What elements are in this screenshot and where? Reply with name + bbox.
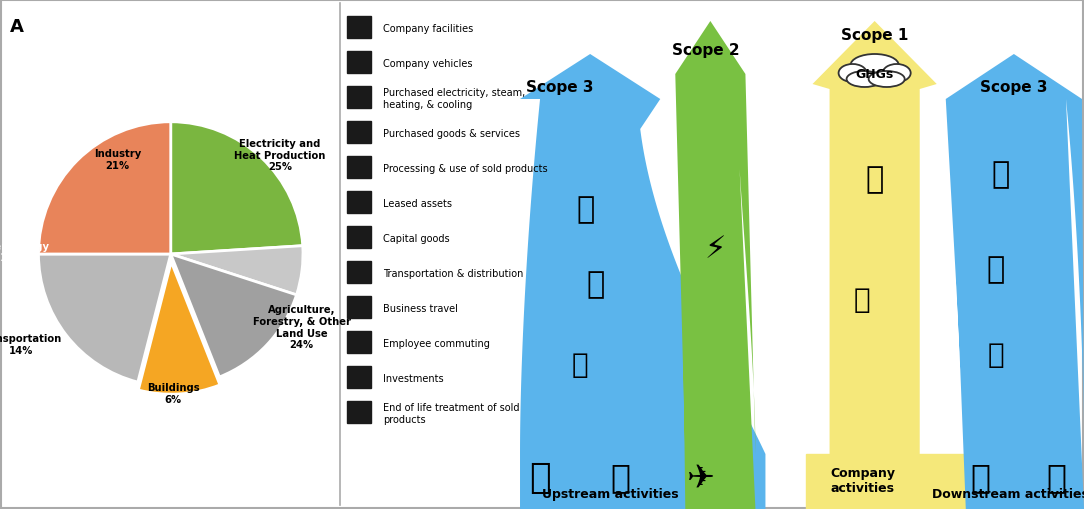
- Text: Other Energy
10%: Other Energy 10%: [0, 241, 49, 263]
- Text: 🚗: 🚗: [610, 461, 630, 494]
- Bar: [347, 191, 371, 214]
- Text: Company vehicles: Company vehicles: [383, 59, 473, 69]
- Text: Transportation
14%: Transportation 14%: [0, 333, 62, 355]
- Text: GHGs: GHGs: [855, 67, 894, 80]
- Text: 🏭: 🏭: [865, 165, 883, 194]
- Bar: [347, 331, 371, 353]
- Text: 🌾: 🌾: [576, 195, 594, 224]
- Wedge shape: [170, 254, 297, 377]
- Text: Investments: Investments: [383, 373, 443, 383]
- Wedge shape: [38, 123, 171, 254]
- Bar: [347, 227, 371, 248]
- Wedge shape: [170, 246, 304, 295]
- Wedge shape: [38, 254, 170, 382]
- Text: 🚛: 🚛: [586, 270, 604, 299]
- Text: Agriculture,
Forestry, & Other
Land Use
24%: Agriculture, Forestry, & Other Land Use …: [253, 305, 351, 350]
- Text: Purchased goods & services: Purchased goods & services: [383, 129, 520, 139]
- Text: 🚢: 🚢: [986, 255, 1005, 284]
- Text: ✈: ✈: [686, 461, 714, 494]
- Bar: [805, 454, 973, 509]
- Text: Downstream activities: Downstream activities: [932, 487, 1084, 500]
- Bar: [347, 262, 371, 284]
- Text: A: A: [10, 18, 24, 36]
- Bar: [347, 366, 371, 388]
- Text: Scope 2: Scope 2: [671, 43, 739, 58]
- Text: Electricity and
Heat Production
25%: Electricity and Heat Production 25%: [234, 139, 325, 172]
- Bar: [347, 52, 371, 74]
- Text: ⚡: ⚡: [705, 235, 726, 264]
- Bar: [347, 401, 371, 423]
- Wedge shape: [139, 263, 220, 394]
- Text: Transportation & distribution: Transportation & distribution: [383, 268, 524, 278]
- Bar: [347, 296, 371, 318]
- Text: 🏷: 🏷: [992, 160, 1010, 189]
- Text: Company facilities: Company facilities: [383, 24, 473, 34]
- Text: Buildings
6%: Buildings 6%: [147, 382, 199, 404]
- Text: Employee commuting: Employee commuting: [383, 338, 490, 348]
- Text: Purchased electricity, steam,
heating, & cooling: Purchased electricity, steam, heating, &…: [383, 88, 525, 110]
- Ellipse shape: [851, 55, 899, 77]
- Text: 🏭: 🏭: [1046, 461, 1066, 494]
- Text: Scope 1: Scope 1: [841, 28, 908, 43]
- Text: 🚛: 🚛: [853, 286, 870, 314]
- Polygon shape: [813, 22, 937, 454]
- Wedge shape: [170, 123, 302, 254]
- Polygon shape: [945, 55, 1084, 509]
- Text: 🏢: 🏢: [988, 341, 1004, 369]
- Ellipse shape: [868, 72, 905, 88]
- Polygon shape: [675, 22, 756, 509]
- Ellipse shape: [882, 65, 911, 83]
- Bar: [347, 157, 371, 179]
- Bar: [347, 122, 371, 144]
- Polygon shape: [520, 55, 765, 509]
- Ellipse shape: [847, 72, 882, 88]
- Text: Business travel: Business travel: [383, 303, 457, 314]
- Text: Scope 3: Scope 3: [980, 80, 1047, 95]
- Text: 🚢: 🚢: [571, 350, 589, 378]
- Text: Scope 3: Scope 3: [527, 80, 594, 95]
- Text: Upstream activities: Upstream activities: [542, 487, 679, 500]
- Bar: [347, 17, 371, 39]
- Ellipse shape: [839, 65, 866, 83]
- Text: Processing & use of sold products: Processing & use of sold products: [383, 164, 547, 174]
- Bar: [347, 87, 371, 109]
- Text: 🗑: 🗑: [971, 461, 991, 494]
- Text: Leased assets: Leased assets: [383, 199, 452, 209]
- Text: B: B: [350, 18, 363, 36]
- Text: Industry
21%: Industry 21%: [94, 149, 141, 170]
- Text: End of life treatment of sold
products: End of life treatment of sold products: [383, 402, 519, 425]
- Text: Capital goods: Capital goods: [383, 234, 450, 243]
- Text: 🏢: 🏢: [529, 460, 551, 494]
- Text: Company
activities: Company activities: [830, 466, 895, 494]
